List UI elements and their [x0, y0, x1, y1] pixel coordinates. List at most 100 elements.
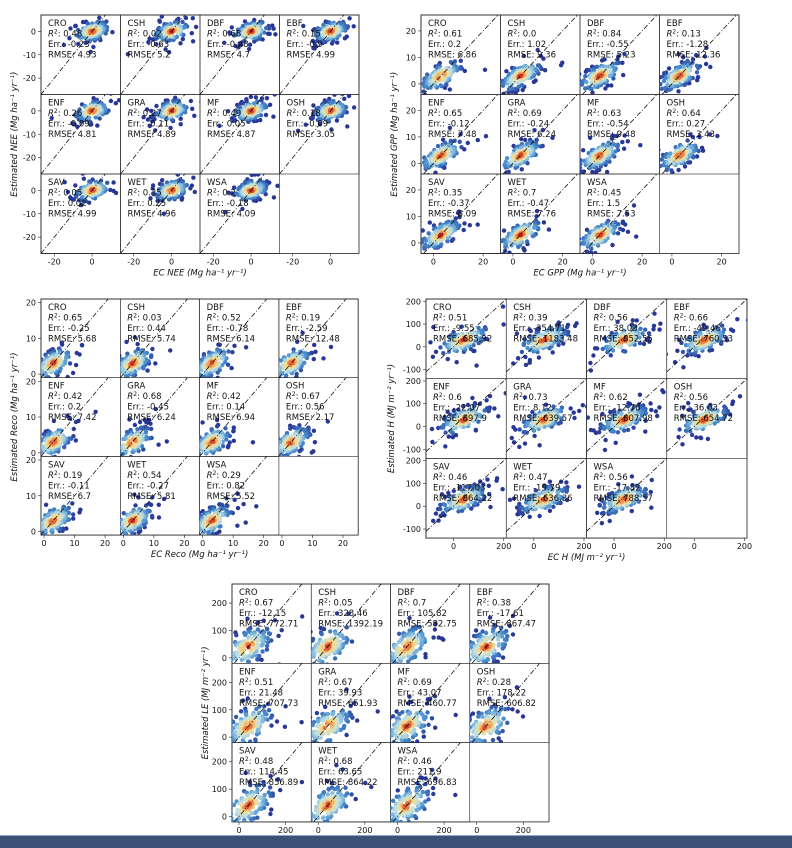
panel-rmse: RMSE: 4.93	[48, 51, 97, 61]
data-point	[620, 220, 625, 226]
one-to-one-line	[423, 174, 499, 254]
panel-r2: R2: 0.35	[428, 188, 462, 199]
data-point	[132, 422, 138, 428]
one-to-one-line	[41, 377, 109, 457]
data-point	[291, 347, 296, 352]
data-point	[167, 526, 171, 530]
data-point	[190, 39, 196, 44]
data-point	[223, 426, 228, 431]
panel-err: Err.: 0.82	[207, 481, 246, 491]
data-point	[36, 537, 40, 541]
panel-err: Err.: 0.2	[428, 40, 461, 50]
panel-r2: R2: 0.26	[48, 108, 82, 119]
panel-err: Err.: -0.47	[508, 199, 550, 209]
data-point	[68, 26, 73, 31]
data-point	[421, 228, 425, 233]
data-point	[95, 123, 100, 128]
data-point	[144, 434, 149, 440]
x-tick-label: 20	[558, 258, 568, 267]
scatter-points	[41, 299, 109, 378]
data-point	[116, 445, 120, 449]
scatter-points	[278, 299, 347, 395]
panel-rmse: RMSE: 12.36	[667, 51, 721, 61]
panel-rmse: RMSE: 6.24	[127, 413, 176, 423]
data-point	[332, 94, 337, 97]
scatter-points	[495, 15, 578, 95]
panel-err: Err.: -0.12	[428, 120, 470, 130]
data-point	[313, 44, 318, 49]
data-point	[594, 64, 600, 70]
data-point	[200, 384, 204, 388]
data-point	[264, 459, 268, 463]
data-point	[200, 420, 205, 425]
data-point	[101, 519, 105, 523]
data-point	[272, 434, 276, 438]
data-point	[620, 139, 625, 145]
panel-border	[199, 456, 280, 536]
data-point	[194, 516, 198, 520]
data-point	[115, 451, 119, 455]
data-point	[521, 246, 526, 251]
panel-err: Err.: 0.25	[128, 199, 167, 209]
data-point	[110, 448, 114, 452]
data-point	[493, 261, 497, 265]
data-point	[190, 16, 195, 21]
panel-title: SAV	[428, 178, 445, 188]
panel-rmse: RMSE: 7.48	[428, 130, 477, 140]
data-point	[611, 65, 616, 70]
panel-title: CRO	[48, 303, 67, 313]
data-point	[618, 226, 623, 231]
data-point	[265, 430, 269, 434]
data-point	[41, 526, 42, 528]
data-point	[235, 491, 240, 496]
data-point	[447, 87, 452, 92]
data-point	[222, 40, 227, 45]
data-point	[281, 453, 286, 457]
data-point	[52, 517, 58, 523]
data-point	[214, 424, 220, 429]
data-point	[313, 349, 318, 354]
panel-err: Err.: -0.09	[287, 120, 329, 130]
one-to-one-line	[120, 456, 188, 536]
data-point	[659, 147, 661, 152]
data-point	[258, 118, 263, 123]
data-point	[690, 57, 696, 62]
data-point	[237, 105, 243, 110]
data-point	[453, 216, 458, 221]
y-axis-label: Estimated GPP (Mg ha⁻¹ yr⁻¹)	[390, 72, 400, 197]
panel-border	[659, 94, 740, 175]
data-point	[264, 179, 270, 184]
scatter-points	[421, 174, 499, 254]
data-point	[311, 103, 316, 108]
data-point	[167, 38, 172, 43]
panel-r2: R2: 0.2	[207, 188, 236, 199]
panel-err: Err.: 0.56	[286, 403, 325, 413]
data-point	[519, 136, 524, 142]
x-tick-label: 20	[259, 539, 269, 548]
data-point	[111, 180, 116, 185]
x-tick-label: -20	[48, 258, 61, 267]
data-point	[210, 518, 215, 523]
data-point	[73, 23, 79, 29]
data-point	[70, 501, 75, 506]
data-point	[346, 94, 352, 99]
data-point	[580, 243, 581, 246]
data-point	[32, 505, 36, 509]
data-point	[63, 355, 69, 360]
data-point	[161, 376, 165, 380]
data-point	[279, 391, 283, 395]
data-point	[580, 236, 582, 241]
panel-title: CSH	[127, 303, 145, 313]
data-point	[209, 526, 214, 531]
data-point	[301, 23, 306, 29]
data-point	[73, 362, 79, 368]
data-point	[495, 81, 499, 85]
x-tick-label: 0	[90, 258, 95, 267]
x-tick-label: 0	[169, 258, 174, 267]
data-point	[36, 443, 40, 447]
data-point	[249, 174, 254, 178]
